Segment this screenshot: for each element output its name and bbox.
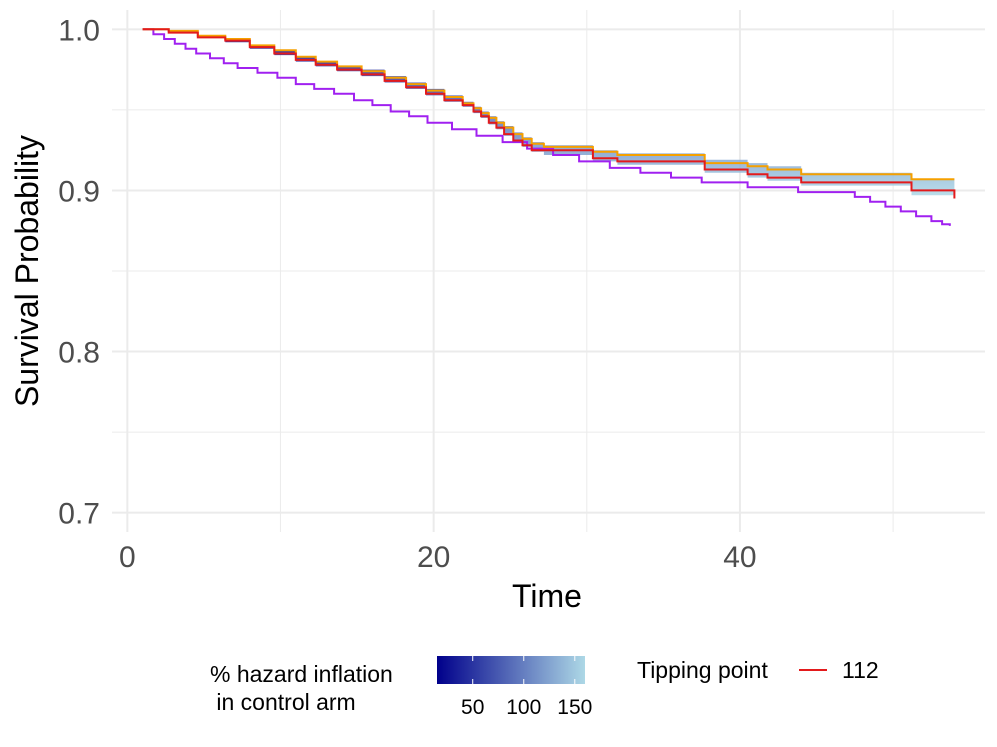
y-axis-ticks: 0.7 0.8 0.9 1.0 xyxy=(58,14,100,530)
survival-curves xyxy=(142,28,956,226)
gridlines xyxy=(112,10,985,532)
y-tick-label: 0.7 xyxy=(58,498,100,531)
x-tick-label: 40 xyxy=(723,541,756,574)
x-axis-ticks: 0 20 40 xyxy=(119,541,757,574)
hazard-inflation-band xyxy=(142,29,955,196)
survival-curve-0 xyxy=(142,28,956,199)
legend-line-label: 112 xyxy=(842,657,879,683)
legend-gradient-bar xyxy=(437,656,585,684)
legend: % hazard inflation in control arm 50 100 1… xyxy=(210,656,879,719)
legend-gradient-title-line: % hazard inflation xyxy=(210,661,393,687)
x-tick-label: 0 xyxy=(119,541,136,574)
y-axis-title: Survival Probability xyxy=(9,135,45,407)
survival-curve-2 xyxy=(142,28,951,226)
legend-gradient-tick-label: 50 xyxy=(461,696,484,719)
x-axis-title: Time xyxy=(512,578,582,614)
y-tick-label: 0.8 xyxy=(58,337,100,370)
y-tick-label: 0.9 xyxy=(58,175,100,208)
hazard-band xyxy=(142,29,955,196)
legend-gradient-title: % hazard inflation in control arm xyxy=(210,661,393,715)
legend-line-title: Tipping point xyxy=(637,657,768,683)
survival-curve-1 xyxy=(142,28,955,181)
legend-gradient-tick-label: 150 xyxy=(557,696,592,719)
legend-gradient-ticks: 50 100 150 xyxy=(461,656,592,719)
legend-gradient-tick-label: 100 xyxy=(506,696,541,719)
y-tick-label: 1.0 xyxy=(58,14,100,47)
x-tick-label: 20 xyxy=(417,541,450,574)
legend-gradient-title-line: in control arm xyxy=(210,689,356,715)
